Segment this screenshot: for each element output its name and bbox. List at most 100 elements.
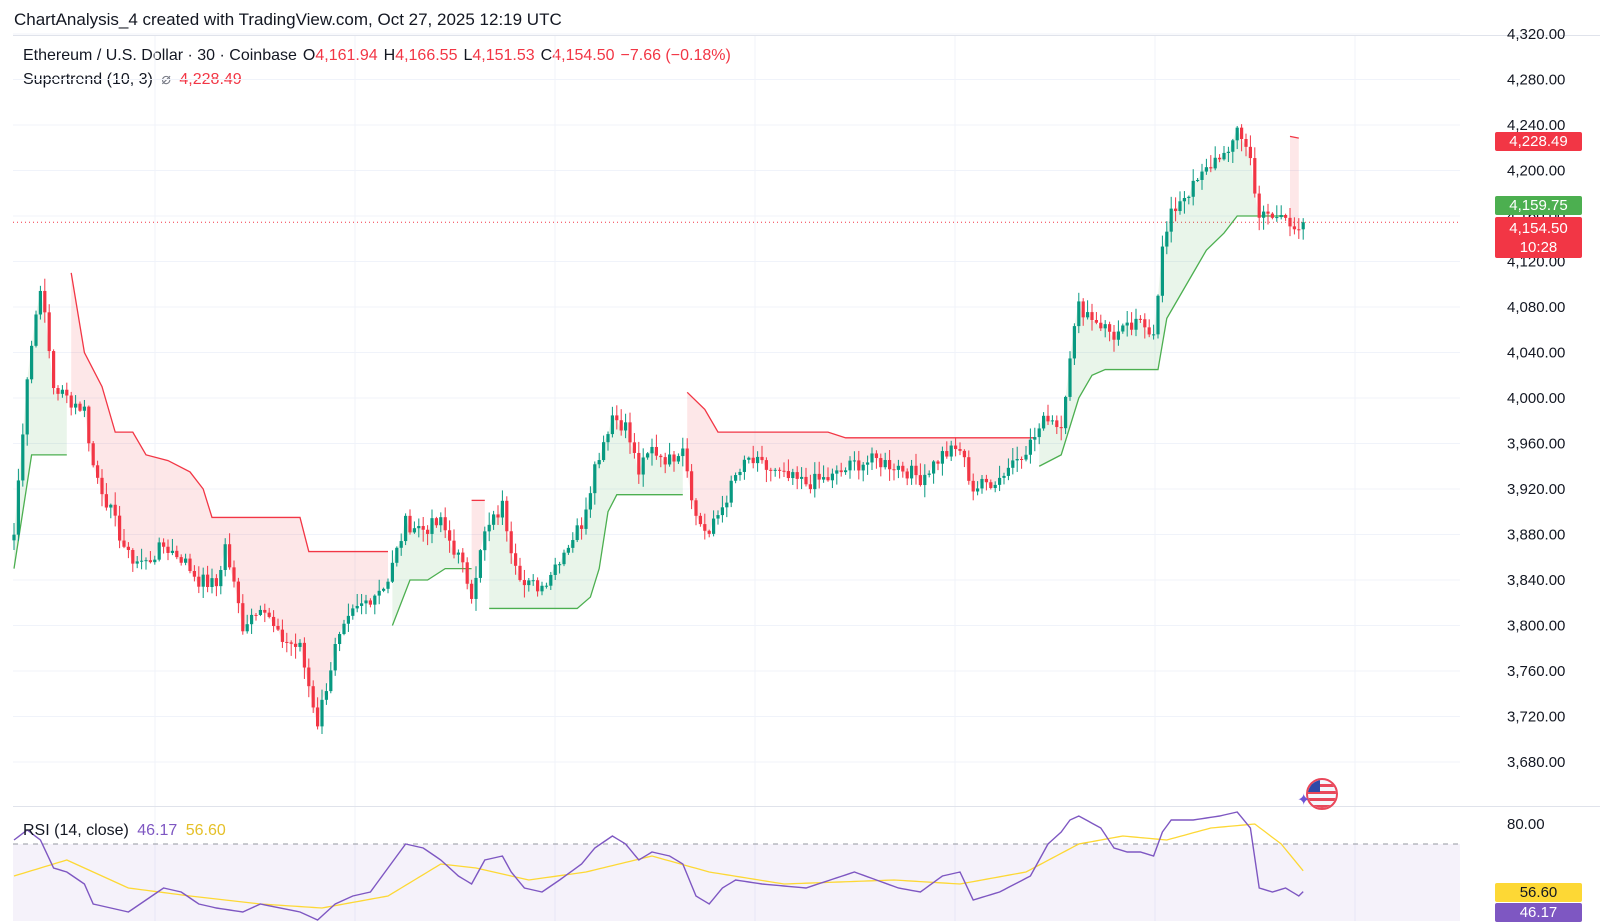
candle-body: [967, 457, 971, 481]
candle-body: [399, 541, 403, 548]
candle-body: [685, 448, 689, 472]
candle-body: [786, 471, 790, 479]
candle-body: [21, 434, 25, 481]
supertrend-fill: [14, 127, 1299, 727]
candle-body: [1174, 208, 1178, 212]
candle-body: [795, 472, 799, 479]
candle-body: [932, 461, 936, 474]
candle-body: [408, 515, 412, 533]
bar-countdown: 10:28: [1519, 239, 1558, 256]
candle-body: [170, 550, 174, 553]
candle-body: [558, 564, 562, 566]
candle-body: [456, 552, 460, 555]
candle-body: [38, 290, 42, 315]
candle-body: [122, 540, 126, 547]
candle-body: [852, 460, 856, 462]
supertrend-line-segment: [686, 391, 1035, 439]
candle-body: [91, 443, 95, 466]
candle-body: [1213, 157, 1217, 169]
candle-body: [1081, 301, 1085, 318]
candle-body: [324, 691, 328, 700]
candle-body: [311, 686, 315, 708]
candle-body: [333, 644, 337, 671]
candle-body: [1002, 475, 1006, 478]
candle-body: [593, 464, 597, 494]
candle-body: [267, 612, 271, 617]
candle-body: [940, 451, 944, 464]
candle-body: [1226, 151, 1230, 153]
candle-body: [690, 471, 694, 501]
candle-body: [395, 547, 399, 563]
rsi-ma-value: 56.60: [185, 822, 226, 839]
candle-body: [958, 449, 962, 451]
candle-body: [74, 403, 78, 408]
candle-body: [1121, 325, 1125, 332]
candle-body: [1090, 312, 1094, 320]
candle-body: [316, 707, 320, 727]
candle-body: [540, 585, 544, 592]
candle-body: [1094, 319, 1098, 323]
rsi-legend[interactable]: RSI (14, close) 46.17 56.60: [23, 822, 226, 840]
candle-body: [65, 389, 69, 396]
candle-body: [923, 474, 927, 486]
candle-body: [360, 603, 364, 606]
candle-body: [866, 462, 870, 465]
candle-body: [734, 475, 738, 481]
candle-body: [637, 452, 641, 475]
rsi-label[interactable]: RSI (14, close): [23, 822, 129, 839]
candle-body: [527, 580, 531, 586]
candle-body: [571, 540, 575, 548]
candle-body: [971, 480, 975, 492]
candle-body: [478, 550, 482, 578]
candle-body: [386, 581, 390, 589]
candle-body: [949, 445, 953, 457]
candle-body: [1231, 140, 1235, 152]
price-tick-label: 4,200.00: [1507, 163, 1565, 180]
candle-body: [544, 585, 548, 587]
candle-body: [250, 614, 254, 625]
close-value: 4,154.50: [552, 47, 615, 64]
candle-body: [839, 470, 843, 473]
candle-body: [615, 415, 619, 421]
candle-body: [945, 451, 949, 457]
price-tick-label: 3,840.00: [1507, 572, 1565, 589]
rsi-ma-tag: 56.60: [1495, 883, 1582, 902]
candle-body: [575, 525, 579, 541]
candle-body: [870, 453, 874, 463]
candle-body: [320, 699, 324, 727]
candle-body: [1222, 152, 1226, 160]
candle-body: [861, 464, 865, 471]
candle-body: [989, 482, 993, 489]
candle-body: [100, 477, 104, 495]
candle-body: [888, 460, 892, 470]
candle-body: [522, 580, 526, 586]
candle-body: [470, 583, 474, 599]
rsi-band-fill: [13, 844, 1460, 921]
close-label: C: [540, 47, 553, 64]
candle-body: [1257, 193, 1261, 218]
chart-title: ChartAnalysis_4 created with TradingView…: [14, 10, 562, 29]
price-tick-label: 3,680.00: [1507, 754, 1565, 771]
candle-body: [602, 442, 606, 461]
candle-body: [1275, 217, 1279, 219]
candle-body: [135, 561, 139, 564]
candle-body: [254, 614, 258, 616]
candle-body: [782, 470, 786, 472]
candle-body: [619, 420, 623, 431]
us-flag-icon[interactable]: [1306, 778, 1338, 810]
candle-body: [1072, 326, 1076, 359]
candle-body: [879, 458, 883, 468]
supertrend-line-segment: [391, 567, 472, 626]
candle-body: [153, 559, 157, 563]
candle-body: [56, 388, 60, 394]
candle-body: [1152, 334, 1156, 336]
last-price: 4,154.50: [1509, 220, 1568, 237]
candle-body: [294, 643, 298, 647]
candle-body: [465, 562, 469, 584]
candle-body: [228, 544, 232, 568]
symbol-label[interactable]: Ethereum / U.S. Dollar · 30 · Coinbase: [23, 47, 297, 64]
candle-body: [144, 560, 148, 562]
candle-body: [492, 514, 496, 525]
candle-body: [1103, 324, 1107, 329]
